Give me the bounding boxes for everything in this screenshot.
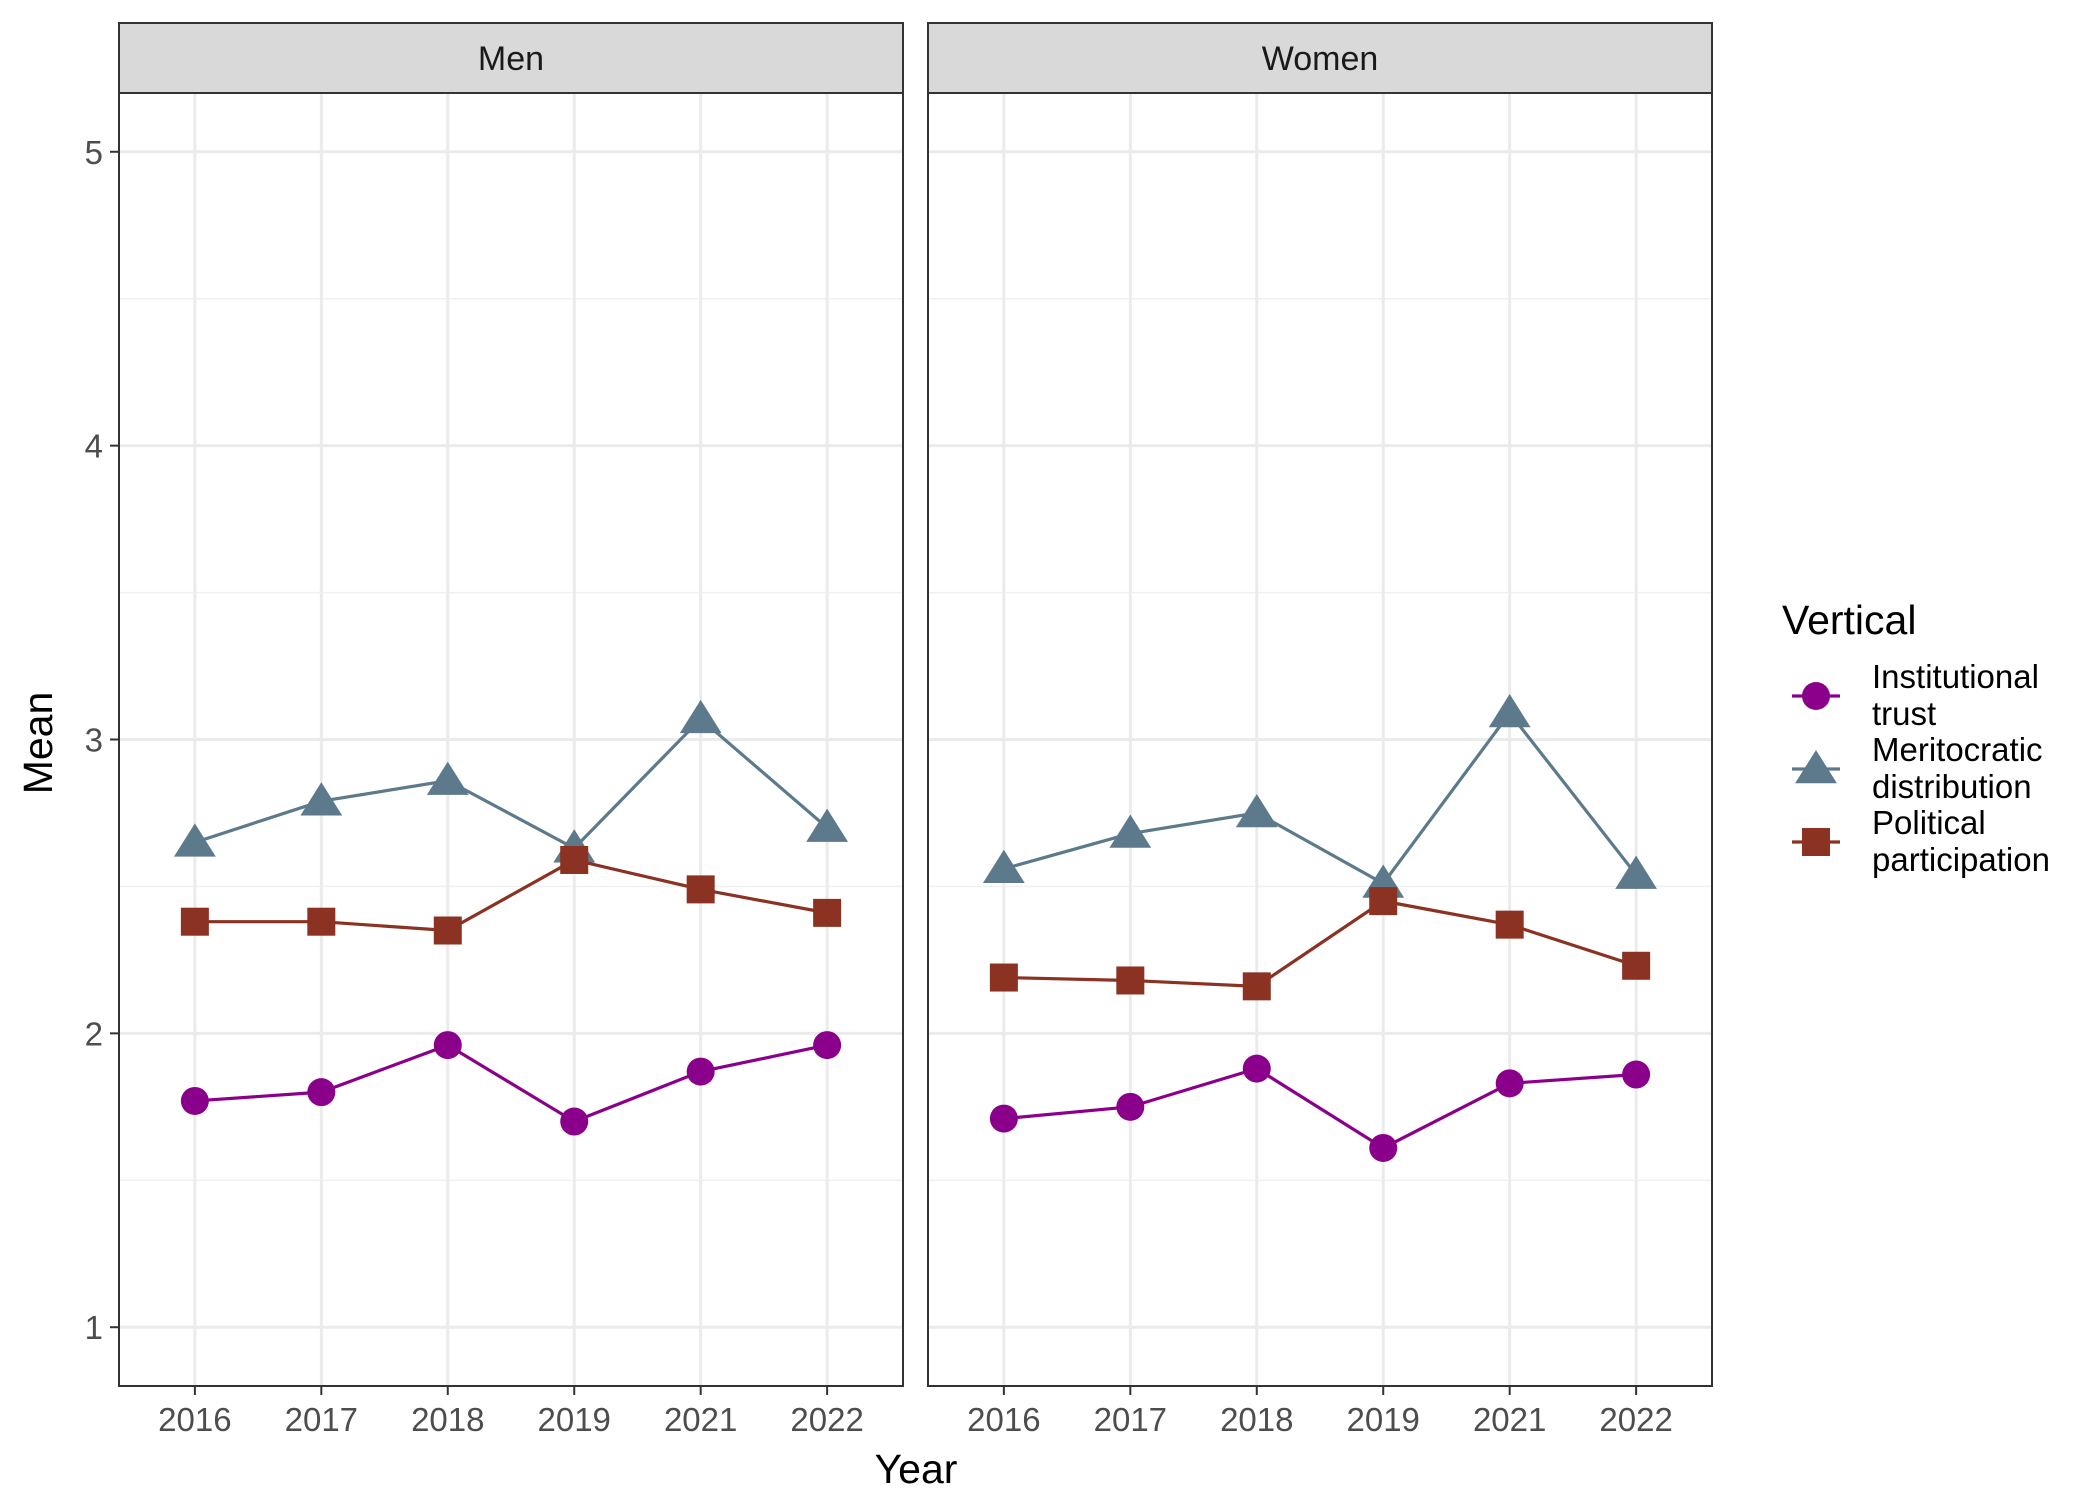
- x-tick-label: 2018: [1220, 1401, 1293, 1438]
- data-point-political-participation: [560, 845, 589, 874]
- legend-entry-meritocratic-distribution: Meritocratic distribution: [1792, 731, 2043, 805]
- data-point-political-participation: [307, 907, 336, 936]
- series-line-meritocratic-distribution: [194, 716, 829, 851]
- facet-strip-label: Women: [1262, 40, 1379, 78]
- series-line-institutional-trust: [1003, 1066, 1637, 1150]
- series-line-political-participation: [1003, 899, 1637, 988]
- x-tick-label: 2022: [1599, 1401, 1672, 1438]
- data-point-political-participation: [433, 916, 462, 945]
- data-point-political-participation: [180, 907, 209, 936]
- data-point-meritocratic-distribution: [300, 782, 343, 816]
- data-point-institutional-trust: [560, 1107, 589, 1136]
- legend-label: Meritocratic distribution: [1872, 731, 2043, 805]
- data-point-institutional-trust: [433, 1031, 462, 1060]
- legend-label: Institutional trust: [1872, 658, 2039, 732]
- data-point-meritocratic-distribution: [173, 823, 216, 857]
- data-point-meritocratic-distribution: [1235, 793, 1278, 828]
- y-tick-label: 4: [85, 428, 103, 465]
- legend-entry-political-participation: Political participation: [1792, 804, 2050, 878]
- y-tick-label: 1: [85, 1309, 103, 1346]
- x-tick-label: 2021: [664, 1401, 737, 1438]
- data-point-institutional-trust: [813, 1031, 842, 1060]
- data-point-meritocratic-distribution: [679, 699, 722, 734]
- data-point-institutional-trust: [307, 1078, 336, 1107]
- legend-key-marker: [1802, 828, 1830, 856]
- x-tick-label: 2017: [1094, 1401, 1167, 1438]
- data-point-meritocratic-distribution: [426, 761, 469, 795]
- series-line-political-participation: [194, 858, 828, 933]
- legend-key-marker: [1802, 682, 1830, 710]
- x-tick-label: 2018: [411, 1401, 484, 1438]
- data-point-political-participation: [989, 963, 1018, 992]
- data-point-institutional-trust: [1495, 1069, 1524, 1098]
- panel-women: Women 2016 2017 2018 2019 2021 2022: [927, 22, 1713, 1438]
- data-point-institutional-trust: [989, 1104, 1018, 1133]
- data-point-institutional-trust: [180, 1086, 209, 1115]
- y-tick-label: 2: [85, 1015, 103, 1052]
- data-point-institutional-trust: [1242, 1054, 1271, 1083]
- data-point-institutional-trust: [1116, 1092, 1145, 1121]
- facet-strip-label: Men: [478, 40, 544, 78]
- legend-label: Political participation: [1872, 804, 2050, 878]
- data-point-meritocratic-distribution: [982, 849, 1025, 884]
- data-point-institutional-trust: [686, 1057, 715, 1086]
- data-point-political-participation: [1622, 951, 1651, 980]
- series-line-meritocratic-distribution: [1003, 710, 1638, 886]
- data-point-institutional-trust: [1622, 1060, 1651, 1089]
- x-tick-label: 2021: [1473, 1401, 1546, 1438]
- data-point-political-participation: [813, 898, 842, 927]
- plot-layer: Men 2016 2017 2018 2019 2021 2022 1 2 3 4 5 Women 201…: [85, 22, 1713, 1438]
- x-axis-title: Year: [875, 1446, 958, 1492]
- legend-key-marker: [1795, 750, 1837, 784]
- data-point-political-participation: [1369, 887, 1398, 916]
- data-point-meritocratic-distribution: [1615, 855, 1658, 889]
- legend-entry-institutional-trust: Institutional trust: [1792, 658, 2039, 732]
- x-tick-label: 2019: [1347, 1401, 1420, 1438]
- y-axis-title: Mean: [15, 692, 61, 795]
- series-line-institutional-trust: [194, 1043, 828, 1124]
- data-point-political-participation: [1242, 972, 1271, 1001]
- facet-strip: [118, 22, 904, 94]
- x-tick-label: 2019: [538, 1401, 611, 1438]
- data-point-meritocratic-distribution: [1488, 694, 1531, 728]
- x-tick-label: 2016: [158, 1401, 231, 1438]
- legend-title: Vertical: [1782, 597, 1916, 643]
- data-point-meritocratic-distribution: [1109, 814, 1152, 848]
- x-tick-label: 2022: [790, 1401, 863, 1438]
- x-tick-label: 2016: [967, 1401, 1040, 1438]
- data-point-institutional-trust: [1369, 1133, 1398, 1162]
- y-tick-label: 3: [85, 722, 103, 759]
- data-point-political-participation: [686, 875, 715, 904]
- facet-strip: [927, 22, 1713, 94]
- x-tick-label: 2017: [285, 1401, 358, 1438]
- data-point-political-participation: [1495, 910, 1524, 939]
- data-point-meritocratic-distribution: [806, 808, 849, 842]
- data-point-political-participation: [1116, 966, 1145, 995]
- panel-men: Men 2016 2017 2018 2019 2021 2022 1 2 3 4 5: [85, 22, 904, 1438]
- y-tick-label: 5: [85, 134, 103, 171]
